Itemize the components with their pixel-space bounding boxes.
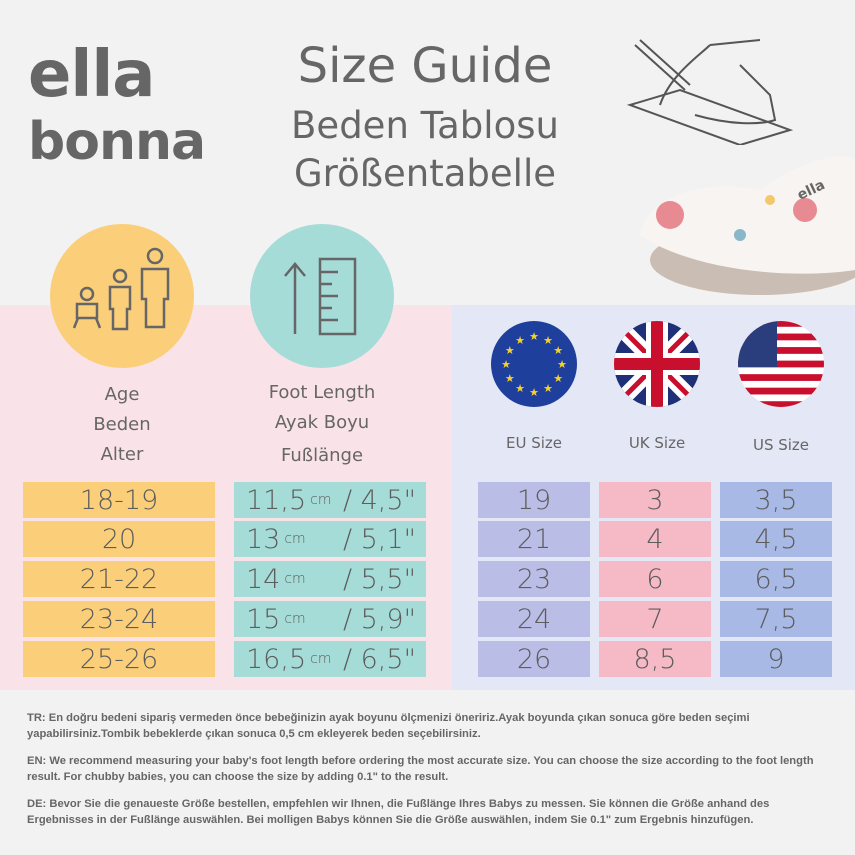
foot-inch: / 5,5" xyxy=(342,563,416,595)
foot-measure-illustration xyxy=(626,39,794,145)
foot-length-circle xyxy=(250,224,394,368)
eu-cell: 26 xyxy=(478,641,590,677)
us-cell: 7,5 xyxy=(720,601,832,637)
svg-text:★: ★ xyxy=(553,344,563,357)
foot-unit: cm xyxy=(284,571,306,587)
svg-text:★: ★ xyxy=(515,334,525,347)
foot-cm: 14 xyxy=(246,563,281,595)
brand-logo-line1: ella xyxy=(28,38,155,112)
age-label-de: Alter xyxy=(100,444,144,465)
age-label-tr: Beden xyxy=(93,414,151,435)
foot-label-de: Fußlänge xyxy=(280,445,364,466)
svg-text:★: ★ xyxy=(553,372,563,385)
uk-cell: 7 xyxy=(599,601,711,637)
us-cell: 3,5 xyxy=(720,482,832,518)
svg-text:★: ★ xyxy=(505,344,515,357)
foot-inch: / 5,1" xyxy=(342,523,416,555)
age-cell: 20 xyxy=(23,521,215,557)
us-cell: 4,5 xyxy=(720,521,832,557)
eu-size-header: EU Size xyxy=(505,434,562,452)
uk-cell: 6 xyxy=(599,561,711,597)
svg-text:★: ★ xyxy=(543,334,553,347)
foot-label-en: Foot Length xyxy=(268,382,376,403)
foot-cell: 14 cm / 5,5" xyxy=(234,561,426,597)
foot-cm: 11,5 xyxy=(246,484,307,516)
title-de: Größentabelle xyxy=(294,152,556,195)
svg-text:★: ★ xyxy=(515,382,525,395)
foot-cm: 13 xyxy=(246,523,281,555)
foot-inch: / 4,5" xyxy=(342,484,416,516)
family-icon xyxy=(72,247,170,331)
baby-shoe-photo: ella xyxy=(640,156,855,295)
svg-text:★: ★ xyxy=(543,382,553,395)
age-cell: 21-22 xyxy=(23,561,215,597)
svg-text:★: ★ xyxy=(557,358,567,371)
age-header: Age Beden Alter xyxy=(42,380,202,470)
eu-cell: 24 xyxy=(478,601,590,637)
eu-cell: 19 xyxy=(478,482,590,518)
note-tr: TR: En doğru bedeni sipariş vermeden önc… xyxy=(27,712,750,740)
foot-unit: cm xyxy=(284,531,306,547)
svg-text:★: ★ xyxy=(501,358,511,371)
uk-cell: 3 xyxy=(599,482,711,518)
note-de: DE: Bevor Sie die genaueste Größe bestel… xyxy=(27,798,770,826)
svg-text:★: ★ xyxy=(529,330,539,343)
foot-cell: 13 cm / 5,1" xyxy=(234,521,426,557)
uk-size-header: UK Size xyxy=(628,434,686,452)
us-size-header: US Size xyxy=(752,436,810,454)
eu-flag-icon: ★★★★★★★★★ ★ ★★ xyxy=(491,321,577,407)
us-cell: 9 xyxy=(720,641,832,677)
uk-cell: 8,5 xyxy=(599,641,711,677)
foot-cell: 16,5 cm / 6,5" xyxy=(234,641,426,677)
foot-cell: 15 cm / 5,9" xyxy=(234,601,426,637)
age-cell: 25-26 xyxy=(23,641,215,677)
age-label-en: Age xyxy=(104,384,140,405)
foot-cell: 11,5 cm / 4,5" xyxy=(234,482,426,518)
title-en: Size Guide xyxy=(297,38,553,94)
eu-cell: 23 xyxy=(478,561,590,597)
age-circle xyxy=(50,224,194,368)
foot-cm: 15 xyxy=(246,603,281,635)
note-en: EN: We recommend measuring your baby's f… xyxy=(27,755,814,783)
foot-label-tr: Ayak Boyu xyxy=(274,412,370,433)
age-cell: 23-24 xyxy=(23,601,215,637)
foot-unit: cm xyxy=(284,611,306,627)
us-cell: 6,5 xyxy=(720,561,832,597)
foot-cm: 16,5 xyxy=(246,643,307,675)
title-tr: Beden Tablosu xyxy=(291,104,559,147)
foot-header: Foot Length Ayak Boyu Fußlänge xyxy=(232,378,412,471)
uk-cell: 4 xyxy=(599,521,711,557)
foot-inch: / 5,9" xyxy=(342,603,416,635)
uk-flag-icon xyxy=(614,321,700,407)
foot-unit: cm xyxy=(310,651,332,667)
age-cell: 18-19 xyxy=(23,482,215,518)
brand-logo-line2: bonna xyxy=(28,112,206,172)
eu-cell: 21 xyxy=(478,521,590,557)
foot-unit: cm xyxy=(310,492,332,508)
svg-text:★: ★ xyxy=(529,386,539,399)
us-flag-icon xyxy=(738,321,824,407)
svg-text:★: ★ xyxy=(505,372,515,385)
ruler-arrow-icon xyxy=(284,257,357,336)
foot-inch: / 6,5" xyxy=(342,643,416,675)
